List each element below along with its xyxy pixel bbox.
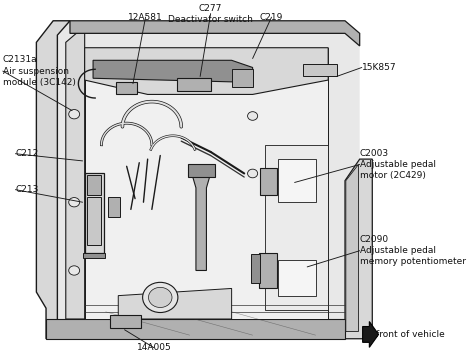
Polygon shape — [232, 69, 253, 87]
Polygon shape — [278, 260, 316, 296]
Polygon shape — [108, 197, 120, 217]
Polygon shape — [188, 165, 215, 177]
Polygon shape — [303, 64, 337, 77]
Circle shape — [143, 282, 178, 313]
Circle shape — [247, 169, 258, 178]
Text: C2131a
Air suspension
module (3C142): C2131a Air suspension module (3C142) — [3, 56, 76, 87]
Polygon shape — [82, 252, 105, 258]
Circle shape — [69, 197, 80, 207]
Polygon shape — [110, 316, 141, 328]
Polygon shape — [87, 197, 101, 245]
Polygon shape — [265, 145, 328, 310]
Polygon shape — [177, 78, 210, 91]
Polygon shape — [70, 21, 360, 46]
Polygon shape — [259, 252, 277, 288]
Polygon shape — [251, 254, 260, 283]
Polygon shape — [66, 26, 85, 319]
Polygon shape — [363, 322, 379, 347]
Text: C277
Deactivator switch: C277 Deactivator switch — [168, 4, 253, 23]
Text: front of vehicle: front of vehicle — [376, 330, 445, 339]
Text: C219: C219 — [260, 13, 283, 22]
Polygon shape — [346, 165, 358, 331]
Polygon shape — [85, 48, 328, 319]
Polygon shape — [36, 21, 70, 339]
Text: 12A581: 12A581 — [128, 13, 163, 22]
Polygon shape — [278, 159, 316, 202]
Circle shape — [69, 109, 80, 119]
Polygon shape — [345, 159, 372, 339]
Polygon shape — [57, 21, 360, 339]
Circle shape — [69, 266, 80, 275]
Polygon shape — [116, 82, 137, 95]
Polygon shape — [260, 168, 277, 195]
Text: C212: C212 — [15, 149, 39, 158]
Circle shape — [247, 112, 258, 120]
Polygon shape — [46, 319, 345, 339]
Polygon shape — [192, 170, 210, 270]
Text: C2003
Adjustable pedal
motor (2C429): C2003 Adjustable pedal motor (2C429) — [360, 149, 436, 180]
Text: 15K857: 15K857 — [362, 63, 396, 72]
Polygon shape — [87, 175, 101, 195]
Polygon shape — [118, 288, 232, 319]
Text: 14A005: 14A005 — [137, 343, 171, 352]
Polygon shape — [85, 48, 328, 95]
Polygon shape — [93, 60, 253, 82]
Polygon shape — [85, 174, 103, 252]
Text: C2090
Adjustable pedal
memory potentiometer: C2090 Adjustable pedal memory potentiome… — [360, 235, 465, 266]
Text: C213: C213 — [15, 185, 39, 194]
Circle shape — [148, 287, 172, 308]
